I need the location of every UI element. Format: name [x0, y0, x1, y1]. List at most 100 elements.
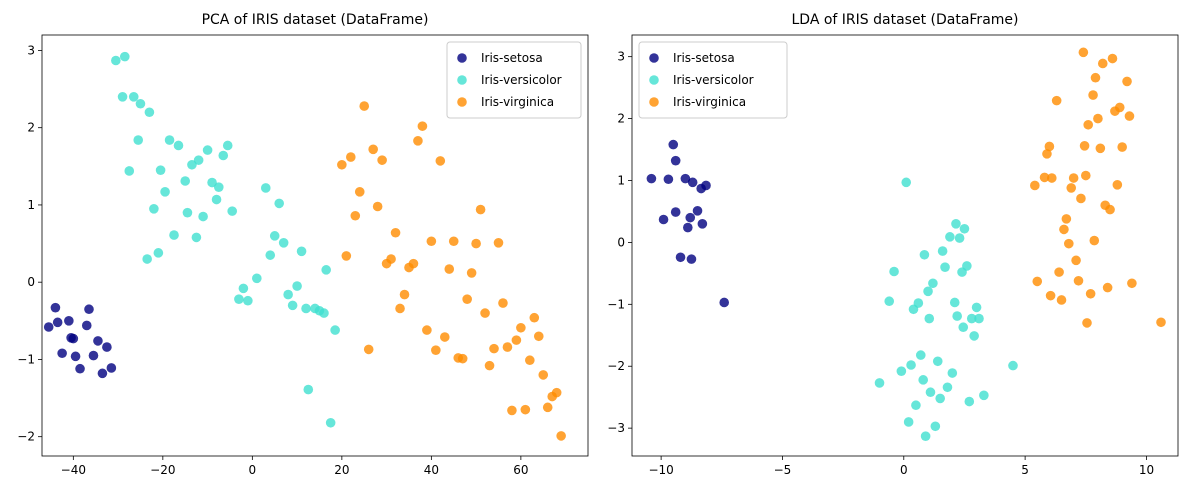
legend-label: Iris-virginica	[481, 95, 554, 109]
data-point	[377, 155, 387, 165]
data-point	[287, 300, 298, 311]
chart-title: LDA of IRIS dataset (DataFrame)	[792, 12, 1019, 28]
data-point	[1071, 255, 1081, 266]
data-point	[1079, 141, 1090, 151]
data-point	[1090, 72, 1101, 83]
data-point	[906, 360, 916, 370]
data-point	[57, 348, 67, 359]
data-point	[252, 273, 262, 284]
data-point	[979, 390, 989, 401]
data-point	[422, 325, 432, 335]
data-point	[498, 298, 508, 308]
legend-label: Iris-setosa	[673, 51, 735, 65]
legend-box	[446, 41, 582, 119]
data-point	[106, 363, 117, 373]
data-point	[191, 232, 202, 243]
axes-frame	[631, 34, 1179, 457]
data-point	[173, 140, 184, 151]
data-point	[529, 312, 540, 323]
y-tick-label: −1	[17, 352, 35, 366]
data-point	[292, 281, 302, 291]
data-point	[1088, 90, 1098, 100]
data-point	[1127, 278, 1137, 289]
data-point	[685, 212, 696, 223]
data-point	[386, 254, 396, 264]
data-point	[354, 187, 365, 197]
data-point	[321, 265, 331, 275]
y-tick-label: 3	[617, 50, 625, 64]
x-tick-label: −5	[774, 463, 792, 477]
data-point	[265, 250, 276, 260]
data-point	[144, 107, 155, 118]
data-point	[471, 238, 481, 249]
data-point	[1032, 276, 1043, 287]
data-point	[680, 173, 691, 184]
data-point	[278, 237, 289, 248]
data-point	[111, 55, 121, 66]
data-point	[1080, 170, 1091, 181]
data-point	[93, 336, 103, 346]
data-point	[1054, 267, 1064, 277]
x-tick-label: 0	[900, 463, 908, 477]
data-point	[542, 402, 553, 413]
data-point	[974, 313, 984, 324]
data-point	[687, 177, 698, 188]
axes-frame	[41, 34, 589, 457]
y-tick-label: −3	[607, 421, 625, 435]
legend: Iris-setosa Iris-versicolor Iris-virginica	[446, 41, 582, 119]
data-point	[160, 187, 170, 197]
x-tick-label: 60	[513, 463, 528, 477]
data-point	[164, 135, 175, 145]
legend-marker	[649, 53, 659, 63]
data-point	[457, 353, 468, 364]
data-point	[211, 194, 222, 205]
data-point	[942, 382, 953, 393]
data-point	[935, 393, 945, 404]
data-point	[466, 268, 477, 278]
data-point	[556, 431, 566, 441]
data-point	[937, 246, 948, 256]
data-point	[940, 262, 950, 272]
data-point	[516, 322, 526, 333]
data-point	[102, 342, 112, 352]
data-point	[969, 331, 979, 341]
series-iris-versicolor	[111, 51, 340, 428]
data-point	[435, 156, 446, 166]
data-point	[919, 249, 930, 260]
data-point	[1085, 288, 1096, 299]
legend-label: Iris-versicolor	[481, 73, 562, 87]
data-point	[493, 237, 504, 248]
x-tick-label: 20	[334, 463, 349, 477]
legend: Iris-setosa Iris-versicolor Iris-virginica	[638, 41, 788, 119]
data-point	[390, 227, 401, 238]
data-point	[1044, 141, 1055, 152]
data-point	[920, 431, 931, 441]
data-point	[701, 180, 711, 191]
data-point	[135, 98, 146, 109]
data-point	[1095, 143, 1106, 154]
data-point	[947, 368, 958, 378]
data-point	[182, 207, 193, 218]
data-point	[180, 176, 191, 186]
data-point	[1117, 142, 1127, 152]
data-point	[350, 210, 361, 221]
data-point	[658, 214, 669, 225]
data-point	[475, 204, 486, 215]
data-point	[444, 264, 455, 274]
data-point	[303, 384, 314, 395]
data-point	[670, 155, 681, 166]
data-point	[538, 370, 549, 380]
y-tick-label: −2	[607, 359, 625, 373]
data-point	[417, 121, 428, 131]
legend-marker	[457, 53, 467, 63]
data-point	[213, 182, 224, 192]
data-point	[462, 294, 472, 304]
data-point	[222, 140, 233, 151]
data-point	[923, 286, 933, 297]
data-point	[1064, 238, 1074, 249]
data-point	[1093, 113, 1103, 124]
legend-label: Iris-versicolor	[673, 73, 754, 87]
data-point	[142, 254, 152, 264]
data-point	[489, 343, 499, 354]
data-point	[372, 201, 383, 212]
